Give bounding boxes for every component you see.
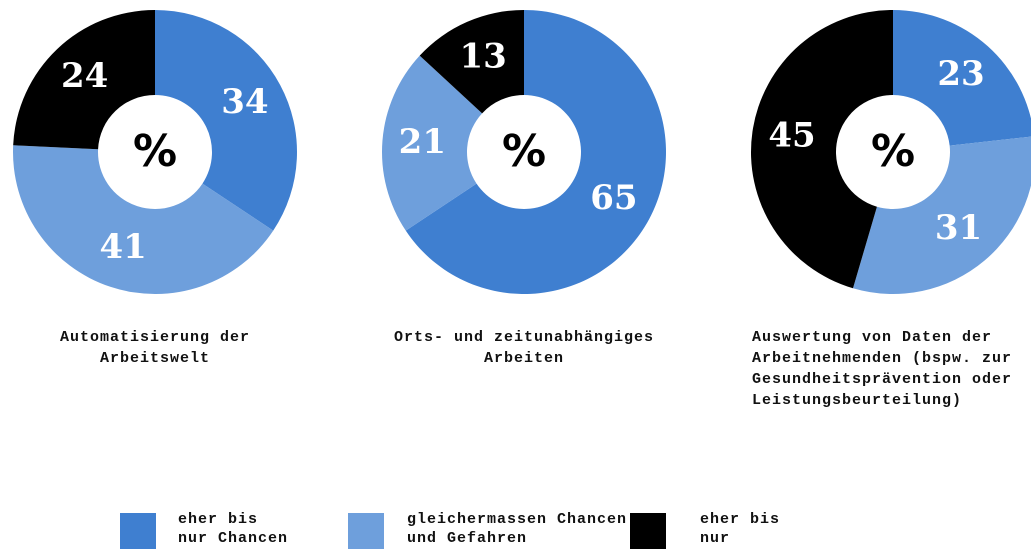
- donut-slice: [405, 10, 666, 294]
- legend-swatch: [348, 513, 384, 549]
- donut-slice: [382, 55, 483, 231]
- donut-slice: [893, 10, 1031, 146]
- donut-slice: [12, 145, 274, 294]
- legend-label: gleichermassen Chancen und Gefahren: [407, 511, 628, 547]
- center-label: %: [133, 126, 177, 177]
- data-label: 45: [768, 115, 815, 155]
- donut-slice: [155, 10, 297, 231]
- donut-slice: [419, 10, 524, 114]
- data-label: 23: [937, 54, 984, 94]
- data-label: 24: [61, 56, 108, 96]
- data-label: 21: [399, 122, 446, 162]
- chart-title: Orts- und zeitunabhängiges Arbeiten: [393, 329, 655, 367]
- center-label: %: [502, 126, 546, 177]
- legend-label: eher bis nur Gefahren: [700, 511, 781, 547]
- center-label: %: [871, 126, 915, 177]
- legend-swatch: [120, 513, 156, 549]
- chart-title: Auswertung von Daten der Arbeitnehmenden…: [752, 329, 1013, 409]
- chart-title: Automatisierung der Arbeitswelt: [59, 329, 251, 367]
- data-label: 13: [459, 37, 506, 77]
- data-label: 31: [935, 208, 982, 248]
- donut-slice: [13, 10, 155, 150]
- data-label: 65: [590, 178, 637, 218]
- data-label: 34: [221, 82, 268, 122]
- donut-slice: [852, 136, 1031, 294]
- donut-slice: [751, 10, 893, 289]
- legend-label: eher bis nur Chancen: [178, 511, 289, 547]
- legend-swatch: [630, 513, 666, 549]
- data-label: 41: [100, 227, 147, 267]
